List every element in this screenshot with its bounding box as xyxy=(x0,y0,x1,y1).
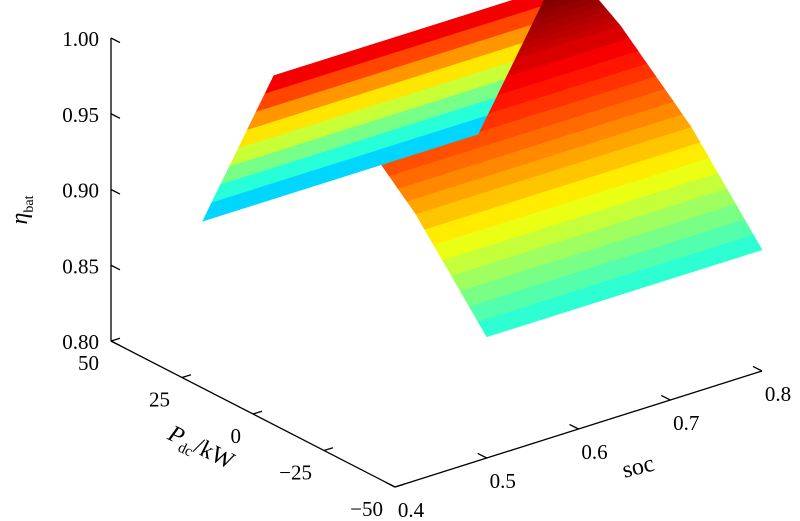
pdc-tick xyxy=(181,374,192,379)
pdc-tick-label: −25 xyxy=(279,461,312,485)
soc-tick-label: 0.8 xyxy=(765,382,791,406)
pdc-tick-label: 25 xyxy=(149,388,170,412)
soc-tick xyxy=(569,423,579,430)
pdc-tick xyxy=(252,410,263,415)
soc-axis-title: soc xyxy=(620,451,657,484)
z-tick xyxy=(110,37,121,44)
pdc-tick-label: 0 xyxy=(231,424,242,448)
surface-layer xyxy=(202,0,763,338)
z-tick-label: 0.95 xyxy=(62,103,99,127)
z-tick xyxy=(110,113,121,119)
ticks-layer: 0.80 0.85 0.90 0.95 1.00 −50 −25 0 25 50 0.4 0.5 0.6… xyxy=(62,27,791,521)
pdc-tick xyxy=(394,483,405,488)
soc-tick xyxy=(660,394,671,401)
soc-tick xyxy=(477,452,488,459)
z-tick-label: 0.85 xyxy=(62,254,99,278)
z-axis-title: ηbat xyxy=(7,195,37,224)
soc-tick xyxy=(385,481,396,488)
pdc-tick-label: 50 xyxy=(78,351,99,375)
soc-tick-label: 0.6 xyxy=(581,440,607,464)
pdc-axis-title: Pdc/kW xyxy=(161,420,238,478)
z-tick xyxy=(110,264,121,271)
surface-strip xyxy=(202,115,488,222)
soc-tick xyxy=(752,365,763,372)
z-tick-label: 1.00 xyxy=(62,27,99,51)
soc-tick-label: 0.7 xyxy=(673,411,699,435)
pdc-tick xyxy=(110,337,121,342)
pdc-tick-label: −50 xyxy=(350,497,383,521)
soc-tick-label: 0.5 xyxy=(490,469,516,493)
soc-tick-label: 0.4 xyxy=(398,498,425,521)
z-tick xyxy=(110,188,121,195)
z-tick xyxy=(110,340,121,347)
z-tick-label: 0.90 xyxy=(62,179,99,203)
pdc-tick xyxy=(323,447,334,452)
z-tick-label: 0.80 xyxy=(62,330,99,354)
